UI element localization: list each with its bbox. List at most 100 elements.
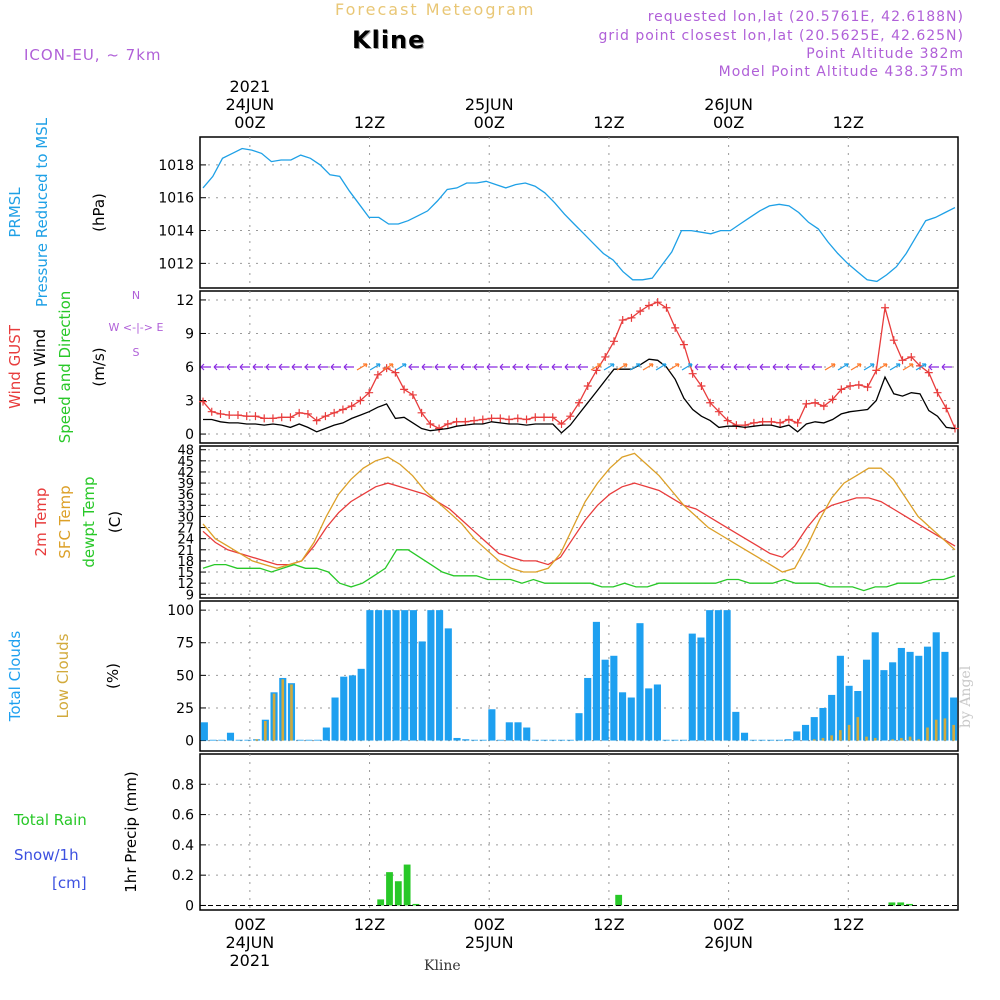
- gust-point-marker: [566, 412, 575, 421]
- gust-point-marker: [863, 383, 872, 392]
- low-cloud-bar: [856, 717, 860, 741]
- total-cloud-bar: [331, 697, 339, 741]
- gust-point-marker: [671, 323, 680, 332]
- total-cloud-bar: [889, 662, 897, 741]
- gust-point-marker: [723, 416, 732, 425]
- wind-direction-arrow: [213, 363, 224, 371]
- rain-bar: [403, 864, 411, 906]
- total-cloud-bar: [505, 722, 513, 741]
- gust-point-marker: [548, 413, 557, 422]
- wind-direction-arrow: [369, 363, 381, 371]
- top-time-label: 12Z: [833, 113, 864, 132]
- wind-direction-arrow: [291, 363, 302, 371]
- total-cloud-bar: [653, 684, 661, 741]
- precip-ytick-label: 0: [185, 898, 194, 914]
- temperature-ytick-label: 30: [177, 510, 194, 525]
- temperature-ytick-label: 12: [177, 577, 194, 592]
- total-cloud-bar: [531, 739, 539, 741]
- total-cloud-bar: [305, 739, 313, 741]
- total-cloud-bar: [209, 739, 217, 741]
- wind-direction-arrow: [551, 363, 562, 371]
- temperature-series-line: [202, 549, 956, 592]
- wind-direction-arrow: [746, 363, 757, 371]
- wind-series-line: [203, 358, 956, 434]
- low-cloud-bar: [812, 739, 816, 741]
- gust-point-marker: [784, 415, 793, 424]
- gust-point-marker: [837, 385, 846, 394]
- low-cloud-bar: [908, 736, 912, 741]
- temperature-ytick-label: 21: [177, 544, 194, 559]
- wind-direction-arrow: [421, 363, 432, 371]
- clouds-ytick-label: 50: [176, 668, 194, 684]
- compass-south: S: [133, 346, 140, 359]
- wind-ytick-label: 9: [185, 326, 194, 342]
- gust-point-marker: [776, 418, 785, 427]
- total-cloud-bar: [523, 727, 531, 741]
- total-cloud-bar: [854, 691, 862, 741]
- gust-point-marker: [793, 418, 802, 427]
- total-cloud-bar: [592, 621, 600, 741]
- gust-point-marker: [802, 399, 811, 408]
- precip-ytick-label: 0.6: [172, 808, 194, 824]
- total-cloud-bar: [688, 633, 696, 741]
- total-cloud-bar: [714, 610, 722, 741]
- gust-point-marker: [688, 369, 697, 378]
- wind-direction-arrow: [343, 363, 354, 371]
- rain-bar: [615, 894, 623, 906]
- low-cloud-bar: [926, 727, 929, 741]
- gust-point-marker: [461, 417, 470, 426]
- total-cloud-bar: [880, 670, 888, 741]
- wind-direction-arrow: [564, 363, 575, 371]
- low-cloud-bar: [830, 735, 833, 741]
- total-cloud-bar: [357, 668, 365, 741]
- watermark: by Angel: [958, 665, 974, 728]
- wind-direction-arrow: [356, 363, 368, 371]
- gust-point-marker: [365, 388, 374, 397]
- temperature-ytick-label: 24: [177, 533, 194, 548]
- temperature-series-line: [202, 482, 956, 566]
- gust-point-marker: [758, 417, 767, 426]
- temperature-ylabel: SFC Temp: [56, 485, 74, 558]
- temperature-series-line: [202, 452, 956, 573]
- bottom-time-label: 00Z: [234, 915, 265, 934]
- gust-point-marker: [854, 380, 863, 389]
- bottom-time-label: 12Z: [593, 915, 624, 934]
- bottom-time-label: 26JUN: [704, 933, 753, 952]
- wind-direction-arrow: [460, 363, 471, 371]
- low-cloud-bar: [272, 693, 276, 741]
- gust-point-marker: [373, 370, 382, 379]
- gust-point-marker: [898, 356, 907, 365]
- wind-direction-arrow: [785, 363, 796, 371]
- top-time-label: 00Z: [474, 113, 505, 132]
- gust-point-marker: [592, 366, 601, 375]
- low-cloud-bar: [839, 730, 842, 741]
- wind-ylabel: 10m Wind: [31, 329, 49, 405]
- gust-point-marker: [356, 396, 365, 405]
- temperature-ytick-label: 36: [177, 488, 194, 503]
- wind-direction-arrow: [694, 363, 705, 371]
- total-cloud-bar: [479, 739, 487, 741]
- gust-point-marker: [609, 337, 618, 346]
- model-label: ICON-EU, ~ 7km: [24, 46, 162, 64]
- gust-point-marker: [522, 415, 531, 424]
- gust-point-marker: [653, 298, 662, 307]
- top-time-label: 25JUN: [465, 95, 514, 114]
- low-cloud-bar: [873, 737, 877, 741]
- total-cloud-bar: [340, 676, 348, 741]
- clouds-ytick-label: 0: [185, 734, 194, 750]
- total-cloud-bar: [775, 739, 783, 741]
- wind-unit-label: (m/s): [90, 347, 108, 386]
- bottom-time-label: 12Z: [354, 915, 385, 934]
- pressure-unit-label: (hPa): [90, 193, 108, 232]
- wind-direction-arrow: [681, 363, 693, 371]
- wind-direction-arrow: [655, 363, 667, 371]
- total-cloud-bar: [723, 610, 731, 741]
- snow-unit-label: [cm]: [52, 874, 87, 892]
- wind-direction-arrow: [239, 363, 250, 371]
- total-cloud-bar: [758, 739, 766, 741]
- wind-direction-arrow: [876, 363, 888, 371]
- wind-direction-arrow: [603, 363, 615, 371]
- gust-point-marker: [426, 420, 435, 428]
- total-cloud-bar: [932, 632, 940, 741]
